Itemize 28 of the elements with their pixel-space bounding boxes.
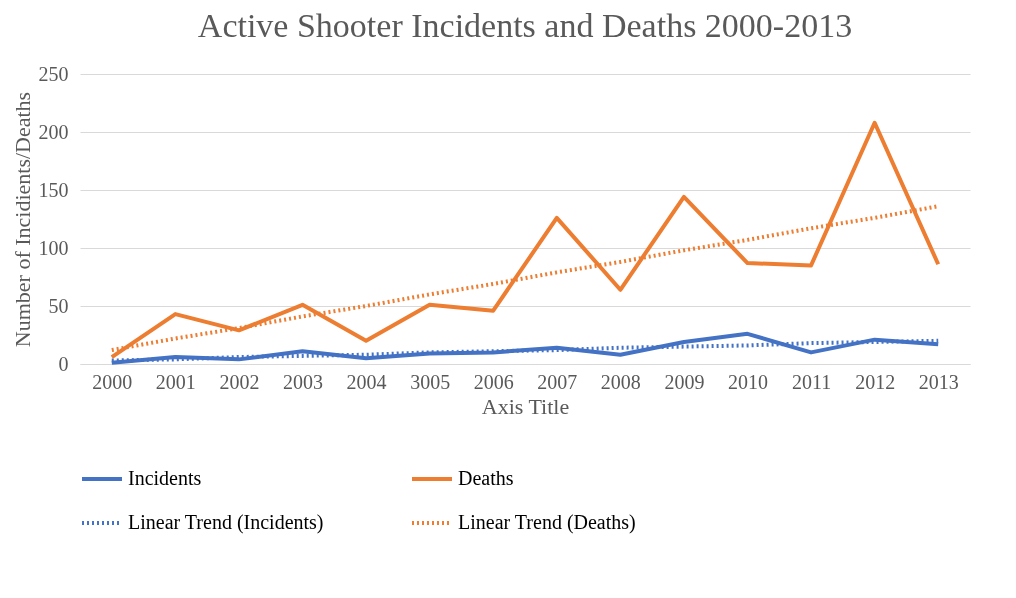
y-tick-label: 200 [38, 120, 69, 143]
y-axis-title: Number of Incidients/Deaths [9, 91, 35, 348]
x-tick-label: 2011 [791, 370, 832, 393]
line-series [109, 120, 941, 360]
x-tick-label: 3005 [410, 370, 451, 393]
legend-label: Linear Trend (Incidents) [128, 511, 324, 534]
legend-label: Deaths [458, 467, 514, 489]
x-tick-label: 2001 [155, 370, 196, 393]
x-tick-label: 2010 [728, 370, 768, 393]
x-tick-label: 2000 [92, 370, 133, 393]
x-tick-label: 2009 [664, 370, 705, 393]
x-tick-label: 2002 [219, 370, 260, 393]
x-tick-label: 2004 [346, 370, 387, 393]
x-tick-label: 2007 [537, 370, 578, 393]
y-tick-label: 0 [58, 352, 69, 375]
chart-title: Active Shooter Incidents and Deaths 2000-2013 [197, 7, 853, 44]
x-tick-label: 2006 [473, 370, 514, 393]
x-axis-title: Axis Title [481, 393, 570, 419]
x-tick-label: 2013 [918, 370, 959, 393]
y-tick-label: 150 [38, 178, 69, 201]
legend-label: Incidents [128, 467, 202, 489]
y-tick-label: 50 [48, 294, 69, 317]
legend-label: Linear Trend (Deaths) [458, 511, 636, 534]
y-tick-label: 100 [38, 236, 69, 259]
x-tick-label: 2008 [600, 370, 641, 393]
y-tick-label: 250 [38, 62, 69, 85]
x-tick-label: 2012 [855, 370, 896, 393]
x-tick-label: 2003 [283, 370, 323, 393]
